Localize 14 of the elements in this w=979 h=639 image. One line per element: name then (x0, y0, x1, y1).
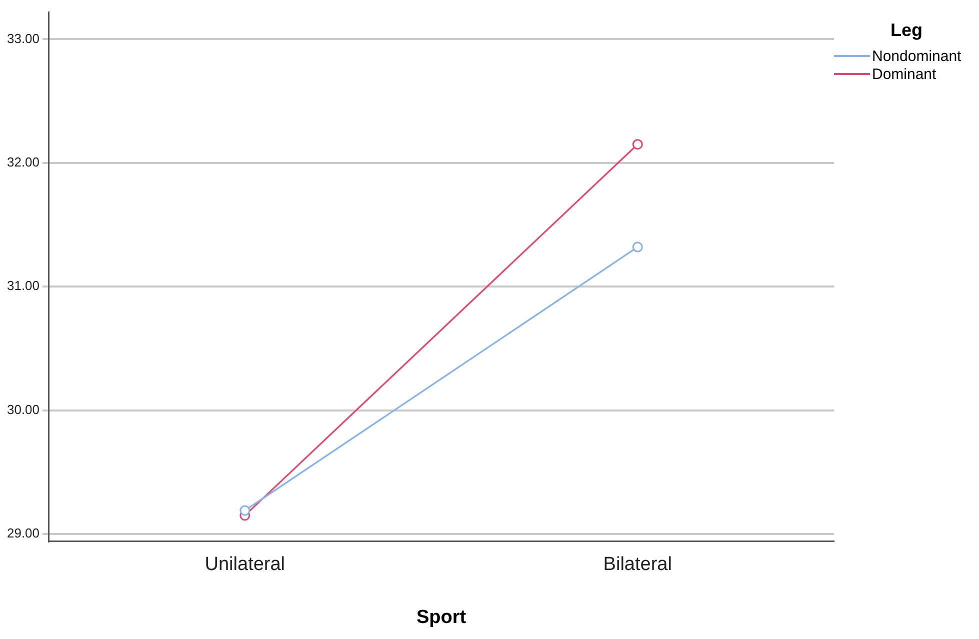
point (240, 505, 250, 516)
legend-title: Leg (889, 20, 924, 41)
x-tick-label: Bilateral (603, 554, 672, 576)
y-tick-label: 32.00 (6, 154, 40, 170)
x-tick-label: Unilateral (204, 554, 286, 576)
point (632, 139, 643, 150)
x-axis-title: Sport (416, 606, 467, 628)
y-tick-label: 33.00 (6, 30, 40, 46)
y-tick-label: 30.00 (6, 402, 40, 417)
legend-label: Dominant (872, 66, 936, 82)
point (632, 242, 643, 252)
y-tick-label: 29.00 (6, 526, 40, 541)
legend-label: Nondominant (872, 48, 962, 64)
y-tick-label: 31.00 (6, 278, 40, 294)
